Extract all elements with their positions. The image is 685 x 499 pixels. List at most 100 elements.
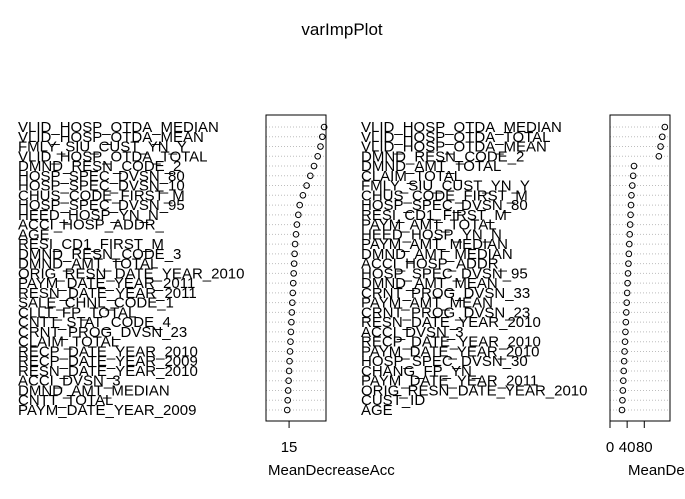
importance-point <box>625 250 633 258</box>
importance-point <box>319 133 326 141</box>
x-tick-label: 40 <box>619 439 636 456</box>
variable-label: VLID_HOSP_OTDA_MEDIAN <box>361 119 562 136</box>
importance-point <box>285 377 292 385</box>
importance-point <box>290 270 297 277</box>
variable-label: CLAIM_TOTAL <box>18 334 119 351</box>
variable-label: ACCI_HOSP_ADDR_ <box>18 217 165 234</box>
variable-label: CLLT_FP_TOTAL <box>18 304 136 321</box>
variable-label: FMLY_SIU_CUST_YN_Y <box>361 178 530 195</box>
importance-point <box>624 279 631 287</box>
variable-label: HOSP_SPEC_DVSN_80 <box>361 197 528 214</box>
variable-label: ACCI_DVSN_3 <box>18 373 121 390</box>
importance-point <box>624 270 632 277</box>
variable-label: ORIG_RESN_DATE_YEAR_2010 <box>361 382 588 399</box>
variable-label: CRNT_PROG_DVSN_33 <box>361 285 530 302</box>
variable-label: FMLY_SIU_CUST_YN_Y <box>18 139 187 156</box>
variable-label: PAYM_AMT_TOTAL <box>361 217 497 234</box>
variable-label: PAYM_DATE_YEAR_2011 <box>18 275 195 292</box>
variable-label: RESN_DATE_YEAR_2010 <box>18 363 198 380</box>
variable-label: HOSP_SPEC_DVSN_10 <box>18 178 185 195</box>
variable-label: ORIG_RESN_DATE_YEAR_2010 <box>18 265 245 282</box>
variable-label: CHUS_CODE_FIRST_M <box>361 187 528 204</box>
importance-point <box>299 192 307 199</box>
variable-label: AGE <box>18 226 50 243</box>
x-tick-label: 0 <box>606 439 614 456</box>
importance-point <box>288 309 296 316</box>
variable-label: RESN_DATE_YEAR_2011 <box>18 285 197 302</box>
importance-point <box>657 143 664 150</box>
variable-label: ACCI_DVSN_3 <box>361 324 464 341</box>
variable-label: ACCI_HOSP_ADDR_ <box>361 256 508 273</box>
importance-point <box>307 172 314 180</box>
importance-point <box>293 221 301 228</box>
variable-label: AGE <box>361 402 393 419</box>
variable-label: CRNT_PROG_DVSN_23 <box>18 324 187 341</box>
importance-point <box>629 172 637 180</box>
x-tick-label: 15 <box>281 439 298 456</box>
importance-point <box>284 387 292 394</box>
variable-label: HOSP_SPEC_DVSN_80 <box>18 168 185 185</box>
variable-label: DMND_AMT_TOTAL <box>18 256 158 273</box>
importance-point <box>658 133 666 141</box>
importance-point <box>630 162 638 170</box>
variable-label: PAYM_DATE_YEAR_2011 <box>361 373 538 390</box>
importance-point <box>622 318 630 326</box>
variable-label: DMND_AMT_MEAN <box>361 275 498 292</box>
plot-frame <box>265 114 327 422</box>
importance-point <box>621 348 628 355</box>
variable-label: DMND_RESN_CODE_2 <box>361 148 524 165</box>
importance-point <box>292 231 300 238</box>
variable-label: DMND_RESN_CODE_2 <box>18 158 181 175</box>
variable-label: SALE_CHNL_CODE_1 <box>18 295 174 312</box>
importance-point <box>625 260 632 267</box>
variable-label: CNTT_STAT_CODE_4 <box>18 314 171 331</box>
variable-label: PAYM_AMT_MEAN <box>361 295 493 312</box>
variable-label: RESN_DATE_YEAR_2010 <box>361 314 541 331</box>
figure-title: varImpPlot <box>301 20 383 39</box>
variable-label: VLID_HOSP_OTDA_MEAN <box>18 129 204 146</box>
importance-point <box>296 201 303 209</box>
variable-label: DMND_AMT_TOTAL <box>361 158 501 175</box>
variable-label: DMND_RESN_CODE_3 <box>18 246 181 263</box>
importance-point <box>625 240 633 248</box>
variable-label: CHANG_FP_YN_ <box>361 363 481 380</box>
variable-label: CRNT_PROG_DVSN_23 <box>361 304 530 321</box>
importance-point <box>320 123 328 131</box>
importance-point <box>287 328 295 336</box>
panel-mean-decrease-gini: VLID_HOSP_OTDA_MEDIANVLID_HOSP_OTDA_TOTA… <box>361 114 685 479</box>
variable-label: DMND_AMT_MEDIAN <box>361 246 513 263</box>
importance-point <box>290 260 298 267</box>
importance-point <box>317 143 324 150</box>
panel-mean-decrease-accuracy: VLID_HOSP_OTDA_MEDIANVLID_HOSP_OTDA_MEAN… <box>18 114 395 479</box>
variable-label: VLID_HOSP_OTDA_MEDIAN <box>18 119 219 136</box>
importance-point <box>283 406 291 414</box>
importance-point <box>291 240 299 248</box>
importance-point <box>618 406 626 414</box>
variable-label: DMND_AMT_MEDIAN <box>18 382 170 399</box>
importance-point <box>627 211 634 219</box>
variable-label: HOSP_SPEC_DVSN_95 <box>18 197 185 214</box>
variable-label: CNTT_TOTAL <box>18 392 113 409</box>
variable-label: PAYM_DATE_YEAR_2009 <box>18 402 196 419</box>
x-axis-label: MeanDecreaseG <box>628 462 685 479</box>
variable-label: HOSP_SPEC_DVSN_30 <box>361 353 528 370</box>
variable-label: HOSP_SPEC_DVSN_95 <box>361 265 528 282</box>
variable-label: HEED_HOSP_YN_N <box>361 226 502 243</box>
variable-label: RECP_DATE_YEAR_2010 <box>18 343 198 360</box>
importance-point <box>622 328 629 336</box>
importance-point <box>620 367 628 375</box>
importance-point <box>619 387 627 394</box>
importance-point <box>289 299 296 306</box>
variable-label: VLID_HOSP_OTDA_MEAN <box>361 139 547 156</box>
variable-label: PAYM_AMT_MEDIAN <box>361 236 508 253</box>
importance-point <box>621 338 629 345</box>
variable-label: CUST_ID <box>361 392 425 409</box>
importance-point <box>284 396 291 404</box>
x-axis-label: MeanDecreaseAcc <box>268 462 395 479</box>
importance-point <box>286 357 293 365</box>
importance-point <box>295 211 302 219</box>
importance-point <box>623 299 631 306</box>
importance-point <box>627 201 635 209</box>
importance-point <box>289 289 297 297</box>
